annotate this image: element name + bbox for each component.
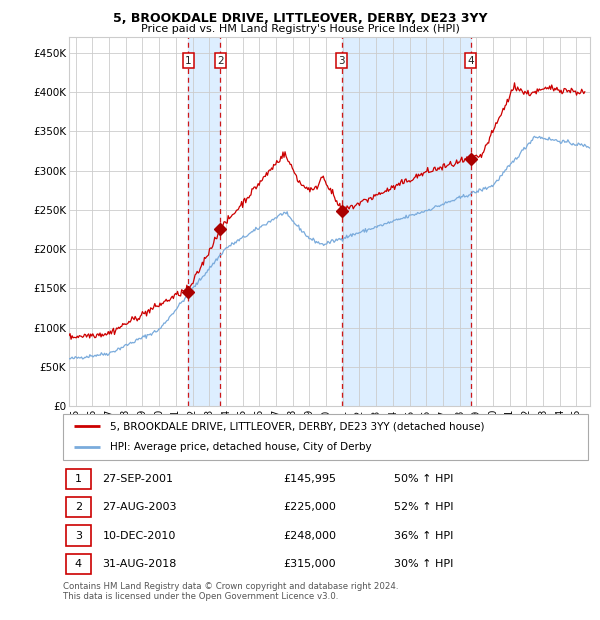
Text: 4: 4 [467,56,474,66]
Text: 4: 4 [74,559,82,569]
Text: 27-SEP-2001: 27-SEP-2001 [103,474,173,484]
Text: 1: 1 [185,56,191,66]
Bar [188,37,220,406]
Text: 5, BROOKDALE DRIVE, LITTLEOVER, DERBY, DE23 3YY: 5, BROOKDALE DRIVE, LITTLEOVER, DERBY, D… [113,12,487,25]
Text: 2: 2 [74,502,82,512]
Text: 31-AUG-2018: 31-AUG-2018 [103,559,177,569]
FancyBboxPatch shape [65,525,91,546]
Text: 3: 3 [338,56,345,66]
FancyBboxPatch shape [63,414,588,460]
Text: Contains HM Land Registry data © Crown copyright and database right 2024.
This d: Contains HM Land Registry data © Crown c… [63,582,398,601]
Text: £225,000: £225,000 [284,502,337,512]
Text: 2: 2 [217,56,224,66]
FancyBboxPatch shape [65,469,91,489]
Text: 3: 3 [75,531,82,541]
Text: 10-DEC-2010: 10-DEC-2010 [103,531,176,541]
Bar [342,37,470,406]
Text: HPI: Average price, detached house, City of Derby: HPI: Average price, detached house, City… [110,443,372,453]
Text: £248,000: £248,000 [284,531,337,541]
FancyBboxPatch shape [65,497,91,518]
Text: £315,000: £315,000 [284,559,336,569]
Text: £145,995: £145,995 [284,474,337,484]
Text: 27-AUG-2003: 27-AUG-2003 [103,502,177,512]
Text: 50% ↑ HPI: 50% ↑ HPI [394,474,453,484]
Text: 30% ↑ HPI: 30% ↑ HPI [394,559,453,569]
Text: 52% ↑ HPI: 52% ↑ HPI [394,502,453,512]
Text: Price paid vs. HM Land Registry's House Price Index (HPI): Price paid vs. HM Land Registry's House … [140,24,460,33]
Text: 1: 1 [75,474,82,484]
Text: 5, BROOKDALE DRIVE, LITTLEOVER, DERBY, DE23 3YY (detached house): 5, BROOKDALE DRIVE, LITTLEOVER, DERBY, D… [110,421,485,431]
FancyBboxPatch shape [65,554,91,574]
Text: 36% ↑ HPI: 36% ↑ HPI [394,531,453,541]
